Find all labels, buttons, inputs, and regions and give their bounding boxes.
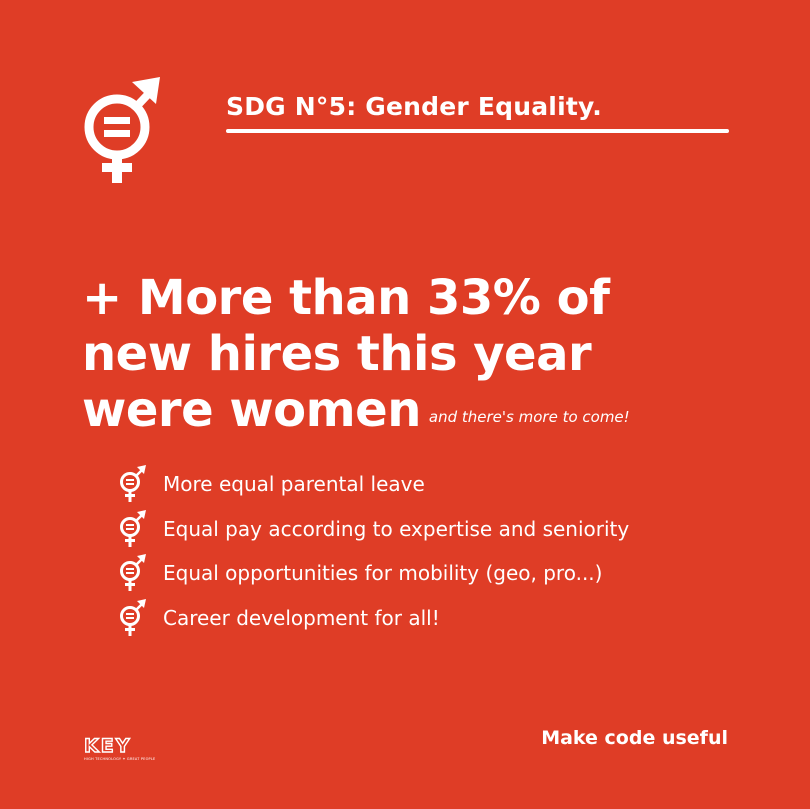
title-underline	[226, 129, 729, 133]
gender-equality-icon	[120, 554, 146, 592]
benefits-list: More equal parental leave Equal pay acco…	[117, 462, 629, 640]
gender-equality-icon	[120, 598, 146, 636]
headline-line-1: + More than 33% of	[82, 270, 610, 326]
logo-subtext: HIGH TECHNOLOGY ✦ GREAT PEOPLE	[84, 757, 156, 761]
gender-equality-icon	[84, 77, 160, 183]
page-title: SDG N°5: Gender Equality.	[226, 92, 602, 121]
list-item-text: Equal opportunities for mobility (geo, p…	[163, 561, 603, 586]
headline-tagline: and there's more to come!	[428, 408, 630, 426]
list-item: Career development for all!	[117, 596, 629, 641]
headline-line-2: new hires this year	[82, 326, 592, 382]
headline: + More than 33% of new hires this year w…	[82, 270, 782, 445]
list-item: Equal opportunities for mobility (geo, p…	[117, 551, 629, 596]
list-item-text: Equal pay according to expertise and sen…	[163, 516, 630, 541]
gender-equality-icon	[120, 509, 146, 547]
logo-text: KEY	[83, 735, 132, 757]
key-logo: KEY HIGH TECHNOLOGY ✦ GREAT PEOPLE	[83, 735, 156, 766]
list-item: Equal pay according to expertise and sen…	[117, 507, 629, 552]
list-item: More equal parental leave	[117, 462, 629, 507]
list-item-text: Career development for all!	[163, 605, 440, 630]
headline-line-3: were women and there's more to come!	[82, 382, 782, 445]
footer-tagline: Make code useful	[541, 727, 728, 749]
headline-line-3-text: were women	[82, 382, 421, 438]
list-item-text: More equal parental leave	[163, 472, 425, 497]
gender-equality-icon	[120, 465, 146, 503]
